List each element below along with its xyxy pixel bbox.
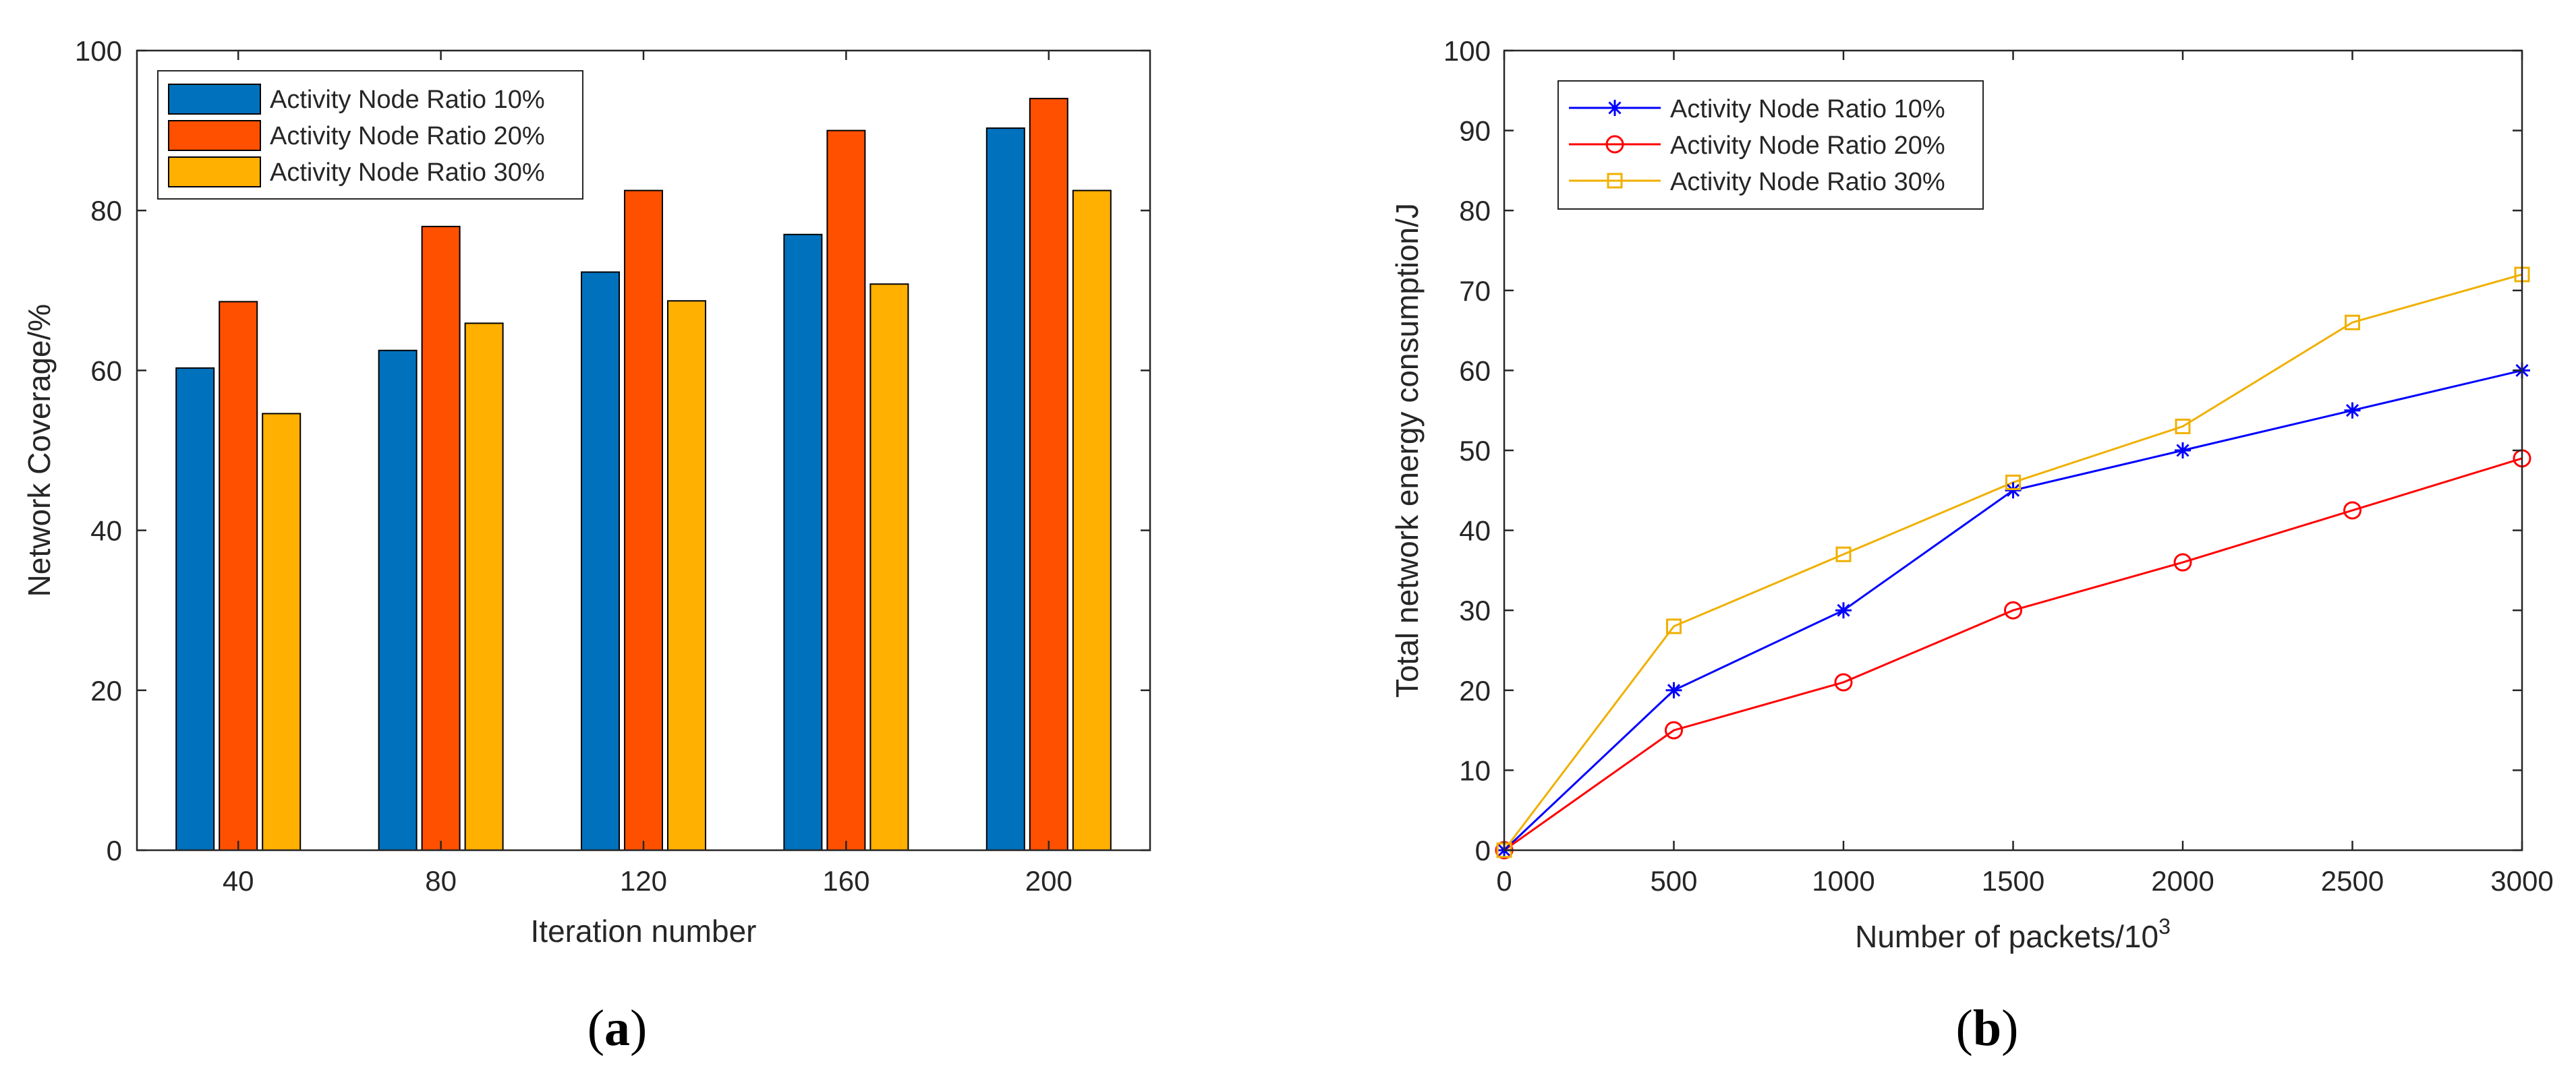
x-tick-label: 500: [1650, 865, 1697, 897]
y-tick-label: 50: [1459, 435, 1491, 467]
bar-activity-node-ratio-30-160: [869, 283, 909, 851]
x-axis: 40 80 120 160 200: [223, 51, 1072, 897]
point-activity-node-ratio-30-500: [1666, 618, 1682, 634]
point-activity-node-ratio-10-1500: [2005, 482, 2022, 499]
panel-label-a-open: (: [588, 1000, 604, 1057]
bar-activity-node-ratio-10-160: [783, 233, 823, 851]
line-chart-energy-consumption: 0 10 20 30 40 50 60 70 80 90 100 0 500 1000 1500 2000 2…: [1390, 35, 2554, 954]
point-activity-node-ratio-10-2000: [2175, 442, 2191, 458]
legend-swatch-activity-node-ratio-30: [168, 156, 261, 187]
point-activity-node-ratio-10-2500: [2344, 402, 2361, 419]
bar-activity-node-ratio-20-40: [219, 301, 258, 851]
point-activity-node-ratio-30-2500: [2345, 314, 2360, 330]
y-axis-label: Network Coverage/%: [22, 304, 57, 597]
line-activity-node-ratio-20: [1504, 457, 2523, 852]
y-tick-label: 60: [90, 355, 122, 386]
y-tick-label: 100: [75, 35, 122, 67]
legend-swatch-activity-node-ratio-20: [168, 120, 261, 151]
panel-label-b-close: ): [2001, 1000, 2018, 1057]
bar-activity-node-ratio-30-120: [667, 300, 706, 851]
point-activity-node-ratio-30-1500: [2005, 474, 2021, 490]
point-activity-node-ratio-20-2500: [2343, 501, 2362, 520]
x-tick-label: 40: [223, 865, 254, 897]
legend-label: Activity Node Ratio 30%: [270, 158, 545, 187]
point-activity-node-ratio-20-2000: [2173, 553, 2192, 572]
x-tick-label: 1000: [1812, 865, 1874, 897]
bar-activity-node-ratio-10-200: [985, 127, 1025, 852]
bar-activity-node-ratio-10-40: [175, 367, 215, 851]
y-tick-label: 20: [90, 675, 122, 707]
legend-label: Activity Node Ratio 10%: [1670, 95, 1945, 123]
x-tick-label: 0: [1496, 865, 1512, 897]
bar-activity-node-ratio-20-80: [421, 225, 461, 852]
x-tick-label: 2500: [2321, 865, 2384, 897]
panel-label-a-letter: a: [604, 1000, 630, 1057]
bar-layer: [175, 98, 1112, 852]
panel-label-b-open: (: [1956, 1000, 1973, 1057]
x-tick-label: 2000: [2151, 865, 2214, 897]
x-axis-label-text: Number of packets/10: [1855, 919, 2158, 954]
panel-label-b: (b): [1956, 1000, 2019, 1057]
x-axis-label: Iteration number: [531, 914, 757, 949]
y-tick-label: 90: [1459, 115, 1491, 147]
x-axis-label: Number of packets/103: [1855, 914, 2171, 954]
bar-activity-node-ratio-30-80: [464, 322, 504, 851]
legend-label: Activity Node Ratio 10%: [270, 86, 545, 114]
y-tick-label: 0: [1475, 835, 1491, 866]
point-activity-node-ratio-30-1000: [1835, 546, 1852, 562]
bar-activity-node-ratio-10-80: [378, 349, 418, 851]
point-activity-node-ratio-20-500: [1665, 721, 1683, 740]
x-tick-label: 3000: [2490, 865, 2553, 897]
x-axis-label-superscript: 3: [2158, 914, 2171, 939]
y-tick-label: 80: [1459, 195, 1491, 227]
legend-label: Activity Node Ratio 20%: [1670, 131, 1945, 160]
x-tick-label: 80: [425, 865, 457, 897]
y-tick-label: 20: [1459, 675, 1491, 707]
y-tick-label: 100: [1443, 35, 1491, 67]
x-tick-label: 1500: [1982, 865, 2044, 897]
bar-chart-network-coverage: 0 20 40 60 80 100 40 80 120 160 200 Iteration num…: [22, 35, 1151, 949]
y-tick-label: 40: [90, 515, 122, 547]
point-activity-node-ratio-10-1000: [1835, 602, 1852, 619]
legend-marker-activity-node-ratio-30: [1607, 173, 1623, 189]
legend: Activity Node Ratio 10% Activity Node Rat…: [1557, 80, 1984, 210]
legend-label: Activity Node Ratio 30%: [1670, 168, 1945, 196]
y-axis: 0 10 20 30 40 50 60 70 80 90 100: [1443, 35, 2522, 866]
y-axis-label: Total network energy consumption/J: [1390, 203, 1425, 698]
legend-marker-activity-node-ratio-20: [1605, 135, 1624, 154]
bar-activity-node-ratio-20-120: [624, 189, 663, 851]
y-axis: 0 20 40 60 80 100: [75, 35, 1150, 866]
bar-activity-node-ratio-30-200: [1072, 189, 1112, 851]
legend: Activity Node Ratio 10% Activity Node Rat…: [157, 70, 583, 200]
y-tick-label: 30: [1459, 595, 1491, 626]
legend-swatch-activity-node-ratio-10: [168, 84, 261, 115]
y-tick-label: 60: [1459, 355, 1491, 386]
y-tick-label: 80: [90, 195, 122, 227]
legend-marker-activity-node-ratio-10: [1607, 100, 1623, 116]
panel-label-a: (a): [588, 1000, 648, 1057]
y-tick-label: 10: [1459, 754, 1491, 786]
bar-activity-node-ratio-30-40: [262, 413, 302, 851]
x-tick-label: 160: [822, 865, 869, 897]
x-tick-label: 200: [1025, 865, 1072, 897]
y-tick-label: 40: [1459, 515, 1491, 547]
panel-label-a-close: ): [630, 1000, 647, 1057]
y-tick-label: 0: [107, 835, 122, 866]
bar-activity-node-ratio-20-200: [1029, 98, 1068, 851]
bar-activity-node-ratio-20-160: [826, 129, 866, 852]
legend-label: Activity Node Ratio 20%: [270, 122, 545, 150]
x-tick-label: 120: [620, 865, 667, 897]
point-activity-node-ratio-20-1500: [2004, 601, 2022, 620]
bar-activity-node-ratio-10-120: [581, 271, 620, 852]
point-activity-node-ratio-10-500: [1665, 682, 1682, 699]
point-activity-node-ratio-30-2000: [2175, 418, 2191, 434]
x-axis: 0 500 1000 1500 2000 2500 3000: [1496, 51, 2554, 897]
panel-label-b-letter: b: [1973, 1000, 2001, 1057]
y-tick-label: 70: [1459, 275, 1491, 307]
point-activity-node-ratio-20-1000: [1834, 673, 1853, 692]
